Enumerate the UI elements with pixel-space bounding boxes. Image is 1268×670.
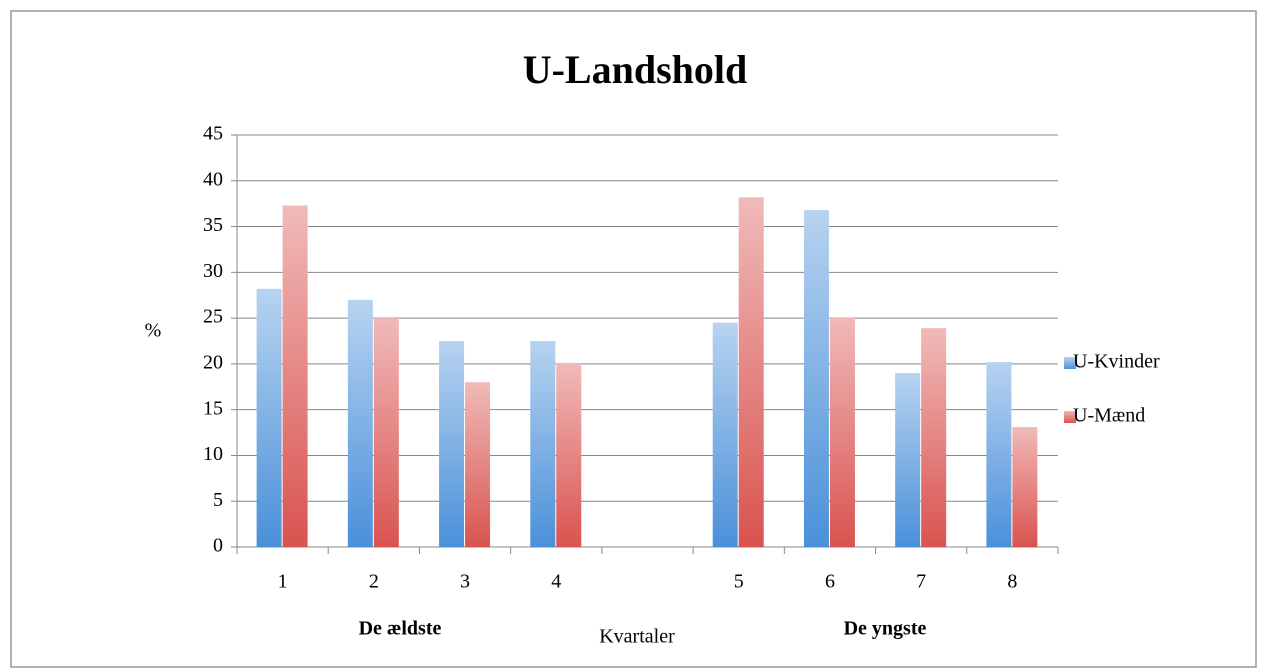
bar	[738, 197, 764, 547]
y-tick-label: 0	[213, 535, 223, 557]
x-tick-label: 8	[1007, 571, 1017, 593]
bar	[829, 317, 855, 547]
x-tick-label: 2	[369, 571, 379, 593]
bar	[373, 318, 399, 547]
bar	[256, 288, 282, 547]
y-axis-label: %	[145, 320, 162, 342]
bar	[986, 362, 1012, 547]
bar	[895, 373, 921, 547]
x-tick-label: 1	[278, 571, 288, 593]
bar	[921, 328, 947, 547]
x-tick-label: 3	[460, 571, 470, 593]
y-tick-label: 35	[203, 214, 223, 236]
x-tick-label: 7	[916, 571, 926, 593]
y-tick-label: 30	[203, 260, 223, 282]
bar	[465, 382, 491, 547]
annotation: De ældste	[359, 618, 442, 640]
y-tick-label: 45	[203, 123, 223, 145]
y-tick-label: 25	[203, 306, 223, 328]
y-tick-label: 15	[203, 397, 223, 419]
bar	[556, 362, 582, 547]
x-tick-label: 4	[551, 571, 561, 593]
x-tick-label: 5	[734, 571, 744, 593]
bar	[439, 341, 465, 547]
frame	[10, 10, 1257, 668]
bar	[803, 210, 829, 547]
legend-label: U-Mænd	[1073, 405, 1145, 427]
legend-swatch	[1064, 411, 1076, 423]
bar	[1012, 427, 1038, 547]
bar	[347, 299, 373, 547]
legend-label: U-Kvinder	[1073, 351, 1160, 373]
y-tick-label: 5	[213, 489, 223, 511]
legend-swatch	[1064, 357, 1076, 369]
bar	[282, 205, 308, 547]
x-tick-label: 6	[825, 571, 835, 593]
x-axis-label: Kvartaler	[599, 626, 675, 648]
bar	[530, 341, 556, 547]
y-tick-label: 10	[203, 443, 223, 465]
y-tick-label: 20	[203, 351, 223, 373]
bar	[712, 322, 738, 547]
annotation: De yngste	[844, 618, 927, 640]
chart-title: U-Landshold	[523, 47, 748, 92]
y-tick-label: 40	[203, 168, 223, 190]
